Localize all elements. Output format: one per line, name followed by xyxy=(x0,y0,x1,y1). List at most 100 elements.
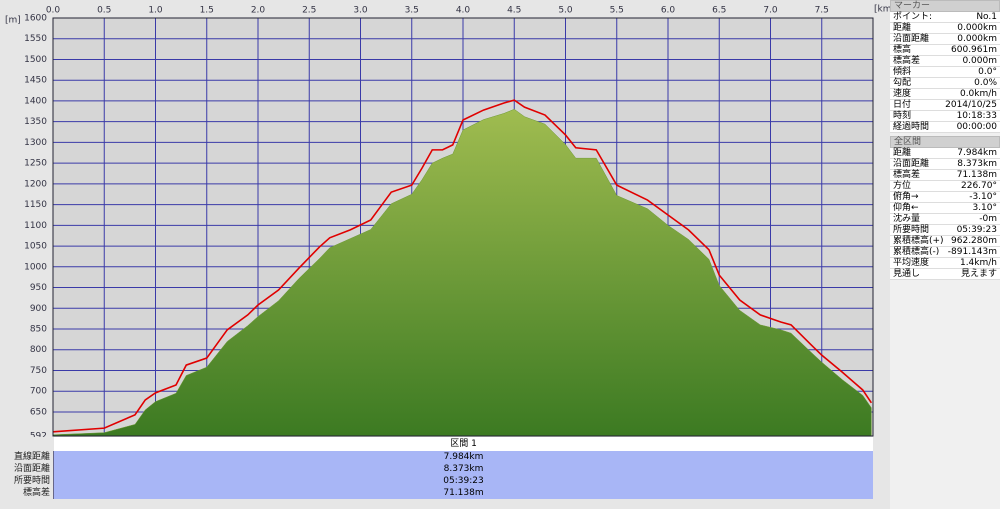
y-tick-label: 850 xyxy=(30,325,47,335)
x-tick-label: 0.0 xyxy=(46,6,61,16)
x-tick-label: 1.5 xyxy=(200,6,214,16)
table-row: 所要時間 05:39:23 xyxy=(0,475,873,487)
panel-label: 経過時間 xyxy=(893,122,930,132)
panel-label: 沿面距離 xyxy=(893,159,930,169)
panel-label: 時刻 xyxy=(893,111,912,121)
panel-label: 沿面距離 xyxy=(893,34,930,44)
y-tick-label: 1500 xyxy=(24,55,47,65)
panel-row: 速度 0.0km/h xyxy=(890,89,1000,100)
y-tick-label: 1100 xyxy=(24,221,47,231)
panel-row: 距離 0.000km xyxy=(890,23,1000,34)
panel-label: 傾斜 xyxy=(893,67,912,77)
x-tick-label: 7.0 xyxy=(763,6,778,16)
panel-value: -3.10° xyxy=(969,192,997,202)
panel-label: 累積標高(+) xyxy=(893,236,944,246)
y-tick-label: 1300 xyxy=(24,138,47,148)
panel-row: 傾斜 0.0° xyxy=(890,67,1000,78)
x-unit: [km] xyxy=(874,5,890,15)
panel-value: 見えます xyxy=(960,269,997,279)
panel-value: 226.70° xyxy=(961,181,997,191)
row-value: 05:39:23 xyxy=(53,475,873,487)
x-tick-label: 7.5 xyxy=(815,6,829,16)
panel-label: 勾配 xyxy=(893,78,912,88)
panel-label: 方位 xyxy=(893,181,912,191)
panel-title: 全区間 xyxy=(890,136,1000,148)
panel-title: マーカー xyxy=(890,0,1000,12)
row-label: 所要時間 xyxy=(13,476,50,486)
panel-label: 所要時間 xyxy=(893,225,930,235)
panel-row: 所要時間 05:39:23 xyxy=(890,225,1000,236)
elevation-area xyxy=(52,108,872,437)
y-tick-label: 1550 xyxy=(24,34,47,44)
x-tick-label: 4.5 xyxy=(507,6,521,16)
panel-label: 累積標高(-) xyxy=(893,247,940,257)
y-unit: [m] xyxy=(5,16,21,26)
panel-label: 標高 xyxy=(893,45,912,55)
panel-value: 7.984km xyxy=(957,148,997,158)
x-tick-label: 5.5 xyxy=(610,6,624,16)
section-header: 区間 1 xyxy=(54,437,873,451)
panel-value: -891.143m xyxy=(947,247,997,257)
panel-row: 沈み量 -0m xyxy=(890,214,1000,225)
panel-label: 仰角← xyxy=(893,203,919,213)
plot-border xyxy=(52,17,874,437)
y-tick-label: 900 xyxy=(30,304,47,314)
panel-label: 速度 xyxy=(893,89,912,99)
panel-row: 経過時間 00:00:00 xyxy=(890,122,1000,133)
panel-value: 3.10° xyxy=(972,203,997,213)
panel-value: 0.0° xyxy=(978,67,997,77)
panel-value: 71.138m xyxy=(956,170,997,180)
side-panel: マーカー ポイント: No.1 距離 0.000km 沿面距離 0.000km 標高 600.… xyxy=(890,0,1000,509)
panel-row: 標高 600.961m xyxy=(890,45,1000,56)
row-label: 標高差 xyxy=(22,488,50,498)
y-tick-label: 1400 xyxy=(24,96,47,106)
section-table: 区間 1 直線距離 7.984km 沿面距離 8.373km 所要時間 05:39:23 標… xyxy=(0,437,873,499)
panel-value: 05:39:23 xyxy=(956,225,997,235)
x-tick-label: 4.0 xyxy=(456,6,471,16)
row-value: 7.984km xyxy=(53,451,873,463)
panel-value: 0.0km/h xyxy=(959,89,997,99)
panel-row: 時刻 10:18:33 xyxy=(890,111,1000,122)
panel-value: 0.000m xyxy=(962,56,997,66)
panel-value: 0.0% xyxy=(974,78,997,88)
x-tick-label: 2.5 xyxy=(302,6,316,16)
y-tick-label: 1350 xyxy=(24,117,47,127)
table-row: 標高差 71.138m xyxy=(0,487,873,499)
panel-row: 仰角← 3.10° xyxy=(890,203,1000,214)
panel-row: 日付 2014/10/25 xyxy=(890,100,1000,111)
y-tick-label: 650 xyxy=(30,407,47,417)
panel-row: 距離 7.984km xyxy=(890,148,1000,159)
x-tick-label: 6.5 xyxy=(712,6,726,16)
panel-value: 10:18:33 xyxy=(956,111,997,121)
x-tick-label: 3.0 xyxy=(353,6,368,16)
panel-value: -0m xyxy=(979,214,997,224)
panel-row: 標高差 71.138m xyxy=(890,170,1000,181)
y-tick-label: 1000 xyxy=(24,262,47,272)
panel-label: 標高差 xyxy=(893,56,921,66)
x-tick-label: 2.0 xyxy=(251,6,266,16)
panel-label: 距離 xyxy=(893,23,912,33)
row-value: 8.373km xyxy=(53,463,873,475)
panel-label: 平均速度 xyxy=(893,258,930,268)
panel-label: 俯角→ xyxy=(893,192,919,202)
panel-row: 累積標高(+) 962.280m xyxy=(890,236,1000,247)
table-row: 直線距離 7.984km xyxy=(0,451,873,463)
panel-row: ポイント: No.1 xyxy=(890,12,1000,23)
y-tick-label: 700 xyxy=(30,387,47,397)
panel-label: 距離 xyxy=(893,148,912,158)
panel-row: 方位 226.70° xyxy=(890,181,1000,192)
marker-rows: ポイント: No.1 距離 0.000km 沿面距離 0.000km 標高 600.961m 標… xyxy=(890,12,1000,133)
y-tick-label: 950 xyxy=(30,283,47,293)
panel-label: 沈み量 xyxy=(893,214,921,224)
panel-label: 標高差 xyxy=(893,170,921,180)
row-label: 直線距離 xyxy=(13,452,50,462)
table-row: 沿面距離 8.373km xyxy=(0,463,873,475)
panel-label: 見通し xyxy=(893,269,921,279)
panel-value: 0.000km xyxy=(957,23,997,33)
row-value: 71.138m xyxy=(53,487,873,499)
total-rows: 距離 7.984km 沿面距離 8.373km 標高差 71.138m 方位 226.70° 俯… xyxy=(890,148,1000,280)
chart: [m] [km] 592 650 700 750 800 850 900 950 1000 105… xyxy=(5,5,890,438)
panel-label: 日付 xyxy=(893,100,912,110)
panel-value: 600.961m xyxy=(951,45,997,55)
